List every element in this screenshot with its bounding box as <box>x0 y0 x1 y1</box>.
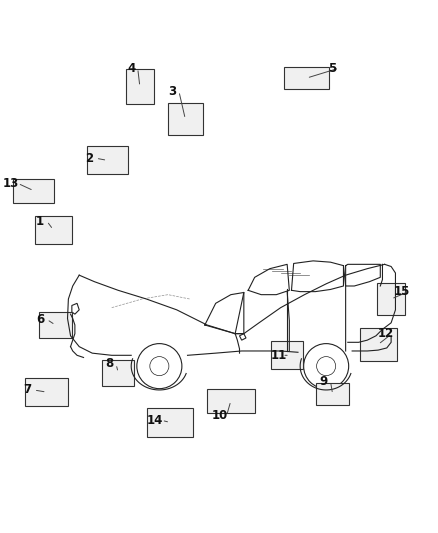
Text: 13: 13 <box>3 177 19 190</box>
FancyBboxPatch shape <box>284 67 329 89</box>
FancyBboxPatch shape <box>316 383 349 405</box>
FancyBboxPatch shape <box>13 179 54 203</box>
Text: 12: 12 <box>378 327 394 340</box>
Text: 1: 1 <box>36 214 44 228</box>
FancyBboxPatch shape <box>168 103 203 135</box>
Text: 15: 15 <box>394 285 410 298</box>
Text: 8: 8 <box>106 358 114 370</box>
FancyBboxPatch shape <box>39 312 72 338</box>
Text: 3: 3 <box>168 85 177 98</box>
FancyBboxPatch shape <box>25 378 68 406</box>
Text: 14: 14 <box>147 414 163 427</box>
FancyBboxPatch shape <box>207 389 254 413</box>
FancyBboxPatch shape <box>35 215 72 244</box>
Text: 4: 4 <box>127 62 135 75</box>
Text: 10: 10 <box>212 409 228 423</box>
Text: 11: 11 <box>270 349 286 362</box>
FancyBboxPatch shape <box>102 360 134 386</box>
FancyBboxPatch shape <box>126 69 154 104</box>
Text: 7: 7 <box>23 383 31 397</box>
FancyBboxPatch shape <box>87 146 128 174</box>
Text: 6: 6 <box>36 313 44 326</box>
Text: 5: 5 <box>328 62 337 75</box>
FancyBboxPatch shape <box>271 341 304 369</box>
FancyBboxPatch shape <box>360 328 396 361</box>
Text: 9: 9 <box>320 375 328 388</box>
FancyBboxPatch shape <box>377 282 405 315</box>
FancyBboxPatch shape <box>148 408 193 437</box>
Text: 2: 2 <box>85 152 93 165</box>
